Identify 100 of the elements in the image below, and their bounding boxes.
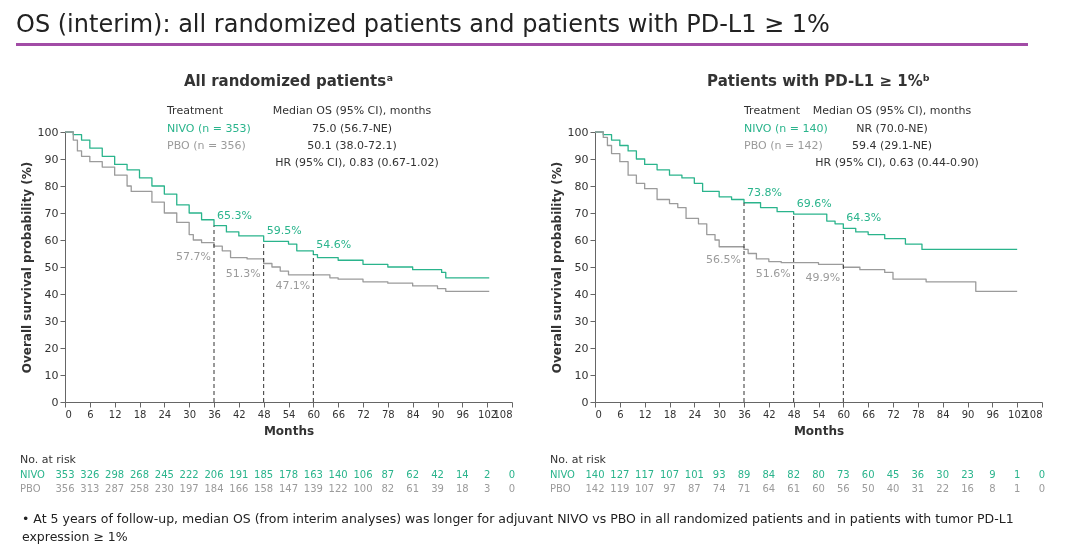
annotation: 59.4 (29.1-NE) [851,139,933,152]
x-axis-title: Months [263,423,315,438]
y-tick-label: 60 [44,233,59,247]
x-tick-label: 42 [232,408,246,420]
x-tick-label: 72 [887,408,900,420]
y-tick-label: 80 [574,179,589,193]
x-tick-label: 90 [431,408,445,420]
annotation: 49.9% [805,271,841,285]
y-tick-label: 60 [574,233,589,247]
x-tick-label: 36 [738,408,751,420]
y-tick-label: 10 [44,368,59,382]
x-axis-title: Months [793,423,845,438]
annotation: 65.3% [217,208,252,222]
y-tick-label: 70 [44,206,59,220]
y-tick-label: 90 [574,152,589,166]
y-tick-label: 40 [44,287,59,301]
text: • At 5 years of follow-up, median OS (from interim analyses) was longer for adjuvant NIVO vs PBO in all randomized patients and in patients with tumor PD-L1 expression ≥ 1% [22,510,1015,546]
y-tick-label: 50 [574,260,589,274]
x-tick-label: 12 [638,408,652,420]
y-tick-label: 0 [51,395,59,409]
annotation: 54.6% [316,237,352,251]
x-tick-label: 90 [961,408,975,420]
text: Median OS (95% CI), months [272,104,432,117]
annotation: NR (70.0-NE) [856,122,928,135]
x-tick-label: 6 [617,408,624,420]
annotation: HR (95% CI), 0.63 (0.44-0.90) [815,156,979,169]
x-tick-label: 78 [911,408,925,420]
x-tick-label: 24 [688,408,702,420]
x-tick-label: 96 [986,408,1000,420]
x-tick-label: 18 [663,408,677,420]
text: No. at risk [20,453,77,466]
x-tick-label: 72 [357,408,370,420]
x-tick-label: 60 [837,408,851,420]
x-tick-label: 12 [108,408,122,420]
x-tick-label: 30 [183,408,197,420]
annotation: 51.3% [225,267,261,281]
x-tick-label: 0 [65,408,72,420]
text: 142 119 107 97 87 74 71 64 61 60 56 50 40 31 22 16 8 1 0 [585,483,1046,494]
x-tick-label: 96 [456,408,470,420]
text: No. at risk [550,453,607,466]
text: PBO [550,483,571,494]
text: Median OS (95% CI), months [812,104,972,117]
x-tick-label: 0 [595,408,602,420]
annotation: PBO (n = 142) [744,139,823,152]
x-tick-label: 84 [406,408,420,420]
x-tick-label: 66 [332,408,346,420]
x-tick-label: 54 [282,408,296,420]
x-tick-label: 78 [381,408,395,420]
annotation: 56.5% [706,253,741,267]
y-tick-label: 70 [574,206,589,220]
x-tick-label: 48 [787,408,801,420]
x-tick-label: 30 [713,408,727,420]
chart-title: Patients with PD-L1 ≥ 1%ᵇ [707,72,930,90]
x-tick-label: 24 [158,408,172,420]
y-tick-label: 0 [581,395,589,409]
y-axis-title: Overall survival probability (%) [549,161,564,374]
x-tick-label: 36 [208,408,221,420]
annotation: 64.3% [846,211,882,225]
x-tick-label: 42 [762,408,776,420]
annotation: PBO (n = 356) [167,139,246,152]
text: PBO [20,483,41,494]
annotation: 50.1 (38.0-72.1) [307,139,397,152]
annotation: 69.6% [796,197,832,211]
y-tick-label: 100 [37,125,59,139]
annotation: 75.0 (56.7-NE) [311,122,393,135]
x-tick-label: 66 [862,408,876,420]
y-tick-label: 40 [574,287,589,301]
x-tick-label: 6 [87,408,94,420]
text: Treatment [166,104,224,117]
y-tick-label: 30 [574,314,589,328]
y-tick-label: 30 [44,314,59,328]
annotation: 47.1% [275,278,311,292]
annotation: NIVO (n = 140) [744,122,828,135]
y-tick-label: 20 [44,341,59,355]
annotation: 51.6% [755,266,791,280]
y-tick-label: 80 [44,179,59,193]
annotation: NIVO (n = 353) [167,122,251,135]
y-tick-label: 10 [574,368,589,382]
text: 356 313 287 258 230 197 184 166 158 147 139 122 100 82 61 39 18 3 0 [55,483,516,494]
y-tick-label: 100 [567,125,589,139]
text: 140 127 117 107 101 93 89 84 82 80 73 60 45 36 30 23 9 1 0 [585,469,1046,480]
x-tick-label: 54 [812,408,826,420]
x-tick-label: 60 [307,408,321,420]
text: OS (interim): all randomized patients and patients with PD-L1 ≥ 1% [16,10,1028,46]
annotation: HR (95% CI), 0.83 (0.67-1.02) [275,156,439,169]
chart-title: All randomized patientsᵃ [184,72,394,90]
annotation: 57.7% [176,250,211,264]
y-tick-label: 90 [44,152,59,166]
text: 353 326 298 268 245 222 206 191 185 178 163 140 106 87 62 42 14 2 0 [55,469,516,480]
text: NIVO [550,469,576,480]
y-tick-label: 20 [574,341,589,355]
annotation: 73.8% [747,185,782,199]
x-tick-label: 84 [936,408,950,420]
text: Treatment [743,104,801,117]
annotation: 59.5% [266,224,302,238]
x-tick-label: 48 [257,408,271,420]
text: NIVO [20,469,46,480]
x-tick-label: 18 [133,408,147,420]
y-axis-title: Overall survival probability (%) [19,161,34,374]
y-tick-label: 50 [44,260,59,274]
